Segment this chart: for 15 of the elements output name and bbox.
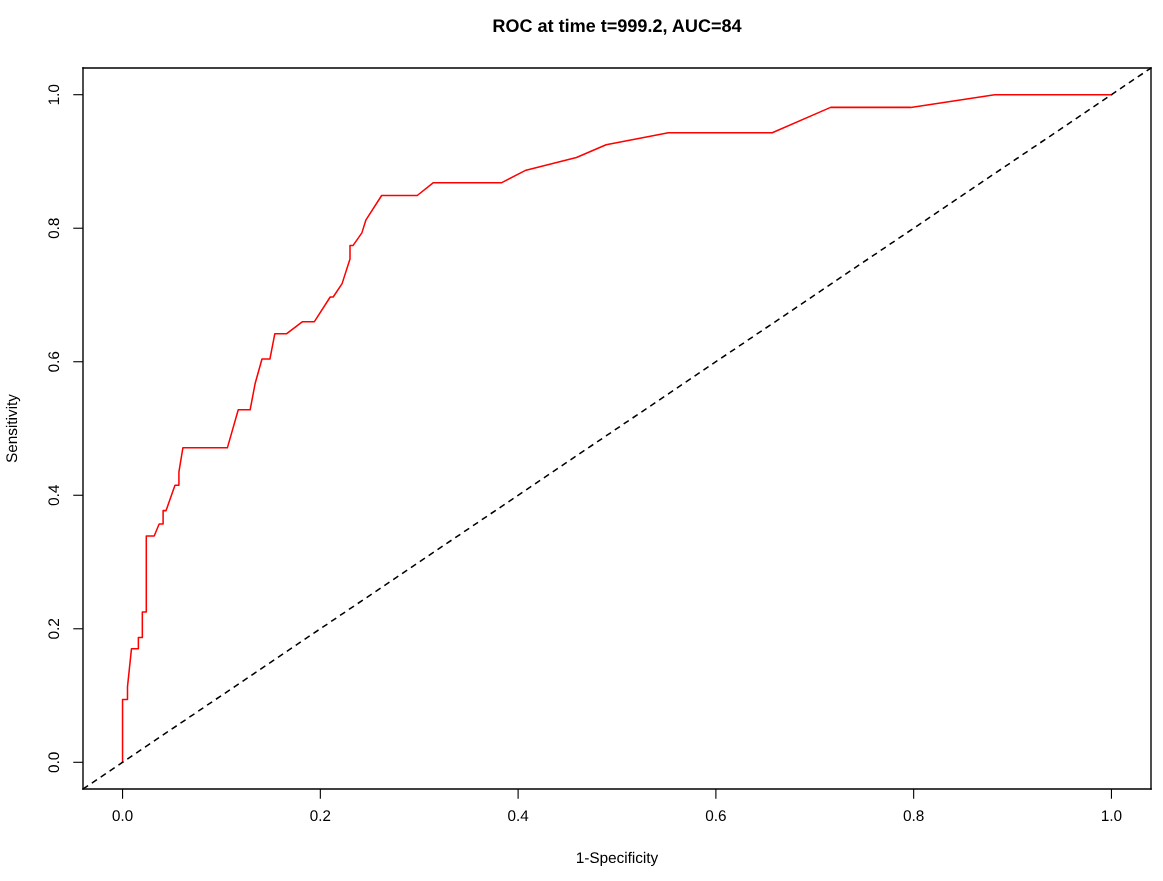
- y-tick-label: 0.6: [48, 351, 60, 372]
- x-axis-title: 1-Specificity: [576, 851, 659, 867]
- y-tick-label: 0.4: [48, 485, 60, 506]
- x-tick-label: 0.4: [508, 810, 529, 822]
- y-tick-label: 0.0: [48, 752, 60, 773]
- y-tick-label: 0.2: [48, 618, 60, 639]
- x-tick-label: 0.8: [903, 810, 924, 822]
- y-tick-label: 0.8: [48, 218, 60, 239]
- chart-title: ROC at time t=999.2, AUC=84: [493, 18, 742, 35]
- x-tick-label: 0.2: [310, 810, 331, 822]
- y-axis-title: Sensitivity: [5, 394, 21, 463]
- x-tick-label: 0.6: [705, 810, 726, 822]
- x-tick-label: 0.0: [112, 810, 133, 822]
- y-tick-label: 1.0: [48, 84, 60, 105]
- x-tick-label: 1.0: [1101, 810, 1122, 822]
